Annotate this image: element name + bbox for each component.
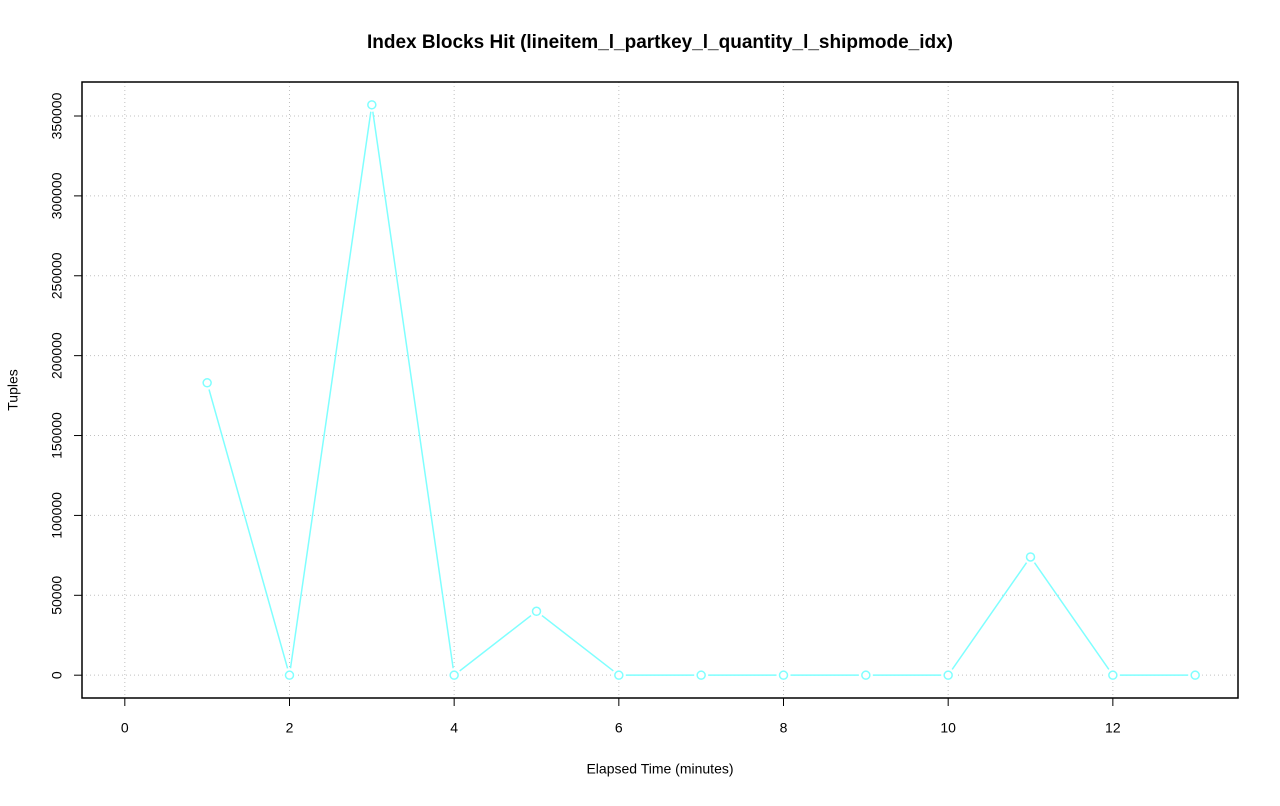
data-point [861, 670, 871, 680]
point-gap [282, 668, 297, 683]
point-gap [611, 668, 626, 683]
data-point [1190, 670, 1200, 680]
x-axis-label: Elapsed Time (minutes) [586, 761, 733, 777]
point-gap [858, 668, 873, 683]
x-tick-label: 6 [615, 720, 623, 736]
point-gap [694, 668, 709, 683]
x-tick-label: 10 [940, 720, 956, 736]
point-gap [941, 668, 956, 683]
point-gap [1023, 549, 1038, 564]
data-point [367, 100, 377, 110]
data-point [1025, 552, 1036, 562]
data-line [206, 104, 1196, 677]
y-tick-label: 100000 [49, 492, 65, 539]
x-tick-label: 2 [286, 720, 294, 736]
plot-frame [81, 81, 1239, 699]
chart-title: Index Blocks Hit (lineitem_l_partkey_l_q… [367, 32, 953, 53]
data-point [943, 670, 953, 680]
x-tick-label: 8 [780, 720, 788, 736]
y-tick-label: 250000 [49, 252, 65, 299]
point-gap [529, 604, 544, 619]
y-tick-label: 350000 [49, 92, 65, 139]
point-gap [1188, 668, 1203, 683]
point-gap [776, 668, 791, 683]
data-point [1108, 670, 1118, 680]
x-tick-label: 4 [450, 720, 458, 736]
data-point [531, 606, 542, 617]
y-tick-label: 0 [49, 671, 65, 679]
data-point [449, 670, 459, 680]
data-point [284, 670, 295, 680]
point-gap [447, 668, 462, 683]
y-tick-label: 50000 [49, 576, 65, 615]
point-gap [200, 375, 215, 390]
y-axis-label: Tuples [5, 369, 21, 411]
data-point [202, 378, 212, 388]
data-point [696, 670, 706, 680]
y-tick-label: 150000 [49, 412, 65, 459]
point-gap [1105, 668, 1120, 683]
y-tick-label: 300000 [49, 172, 65, 219]
y-tick-label: 200000 [49, 332, 65, 379]
data-point [778, 670, 789, 680]
x-tick-label: 12 [1105, 720, 1121, 736]
data-point [614, 670, 624, 680]
point-gap [364, 97, 379, 112]
x-tick-label: 0 [121, 720, 129, 736]
